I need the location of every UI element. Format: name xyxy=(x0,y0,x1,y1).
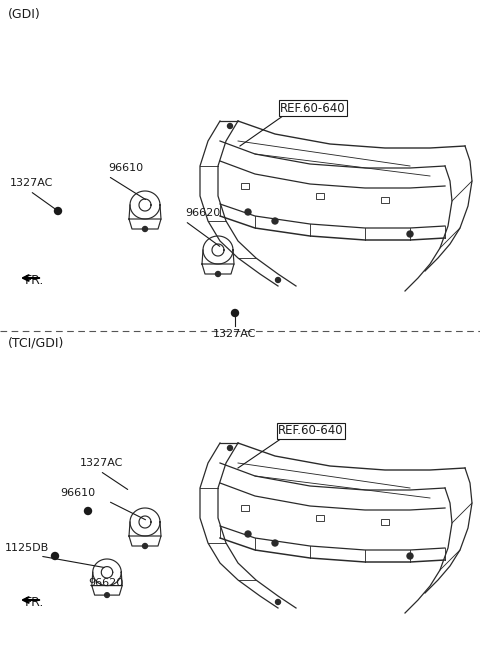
Circle shape xyxy=(216,272,220,276)
Circle shape xyxy=(407,553,413,559)
Text: FR.: FR. xyxy=(25,596,44,609)
Bar xyxy=(241,183,249,189)
Circle shape xyxy=(245,531,251,537)
Circle shape xyxy=(231,310,239,316)
Circle shape xyxy=(228,123,232,129)
Circle shape xyxy=(245,209,251,215)
Circle shape xyxy=(228,445,232,451)
Circle shape xyxy=(84,508,92,514)
Text: 1327AC: 1327AC xyxy=(213,329,257,339)
Circle shape xyxy=(55,207,61,215)
Circle shape xyxy=(143,544,147,548)
Circle shape xyxy=(51,552,59,560)
Bar xyxy=(241,505,249,511)
Circle shape xyxy=(276,600,280,604)
Text: 96610: 96610 xyxy=(60,488,95,498)
Bar xyxy=(381,519,389,525)
Text: REF.60-640: REF.60-640 xyxy=(278,424,344,438)
Circle shape xyxy=(276,277,280,283)
Circle shape xyxy=(272,218,278,224)
Circle shape xyxy=(105,593,109,598)
Text: REF.60-640: REF.60-640 xyxy=(280,102,346,115)
Text: 1327AC: 1327AC xyxy=(10,178,53,188)
Circle shape xyxy=(407,231,413,237)
Text: 96620: 96620 xyxy=(88,578,123,588)
Circle shape xyxy=(272,540,278,546)
Circle shape xyxy=(143,226,147,232)
Text: (GDI): (GDI) xyxy=(8,8,41,21)
Text: (TCI/GDI): (TCI/GDI) xyxy=(8,336,64,349)
Text: 1125DB: 1125DB xyxy=(5,543,49,553)
Bar xyxy=(381,197,389,203)
Bar xyxy=(316,515,324,521)
Bar xyxy=(316,193,324,199)
Text: FR.: FR. xyxy=(25,274,44,287)
Text: 1327AC: 1327AC xyxy=(80,458,123,468)
Text: 96610: 96610 xyxy=(108,163,143,173)
Text: 96620: 96620 xyxy=(185,208,220,218)
